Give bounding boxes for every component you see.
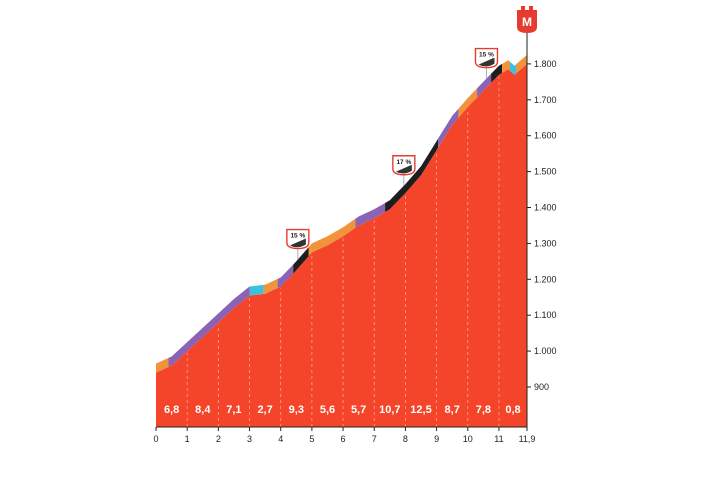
finish-marker-label: M xyxy=(522,15,532,29)
band-segment-cyan xyxy=(509,61,517,75)
y-tick-label: 1.300 xyxy=(534,238,557,248)
finish-marker: M xyxy=(517,6,537,33)
x-tick-label: 9 xyxy=(434,434,439,444)
segment-gradient-label: 2,7 xyxy=(257,404,272,416)
segment-gradient-label: 9,3 xyxy=(289,404,304,416)
checkered-square xyxy=(517,6,521,10)
gradient-label-layer: 6,8 8,4 7,1 2,7 9,3 5,6 5,7 10,7 12,5 8,7 7,8 0,8 xyxy=(164,404,521,416)
x-tick-label: 5 xyxy=(309,434,314,444)
profile-area-layer xyxy=(156,63,527,428)
y-tick-label: 1.500 xyxy=(534,167,557,177)
band-segment-purple xyxy=(355,203,386,228)
finish-flag-icon xyxy=(517,6,537,33)
x-tick-label: 11,9 xyxy=(519,434,536,444)
y-tick-label: 1.700 xyxy=(534,95,557,105)
band-segment-purple xyxy=(438,108,459,148)
max-gradient-callout: 17 % xyxy=(392,155,416,176)
y-tick-label: 1.000 xyxy=(534,346,557,356)
band-segment-purple xyxy=(277,264,294,288)
band-segment-black xyxy=(293,247,309,274)
max-gradient-callout-layer: 15 % 17 % 15 % xyxy=(286,47,499,260)
band-segment-orange xyxy=(308,218,356,256)
band-segment-orange xyxy=(516,54,527,74)
checkered-square xyxy=(521,6,525,10)
max-gradient-label: 15 % xyxy=(479,52,494,59)
segment-gradient-label: 10,7 xyxy=(379,404,400,416)
band-segment-cyan xyxy=(249,284,264,296)
segment-gradient-label: 5,7 xyxy=(351,404,366,416)
band-segment-orange xyxy=(263,278,278,294)
segment-gradient-label: 7,8 xyxy=(476,404,491,416)
finish-marker-layer: M xyxy=(517,6,537,33)
x-tick-label: 3 xyxy=(247,434,252,444)
y-tick-label: 1.200 xyxy=(534,274,557,284)
x-tick-label: 4 xyxy=(278,434,283,444)
y-tick-label: 1.600 xyxy=(534,131,557,141)
x-tick-label: 10 xyxy=(463,434,473,444)
max-gradient-label: 17 % xyxy=(396,159,411,166)
y-tick-label: 1.800 xyxy=(534,59,557,69)
x-tick-label: 7 xyxy=(372,434,377,444)
gradient-band-layer xyxy=(156,54,527,373)
axes-layer: 0 1 2 3 4 5 6 7 8 9 10 11 11,9 900 1.000 1.100 1.200 1.30… xyxy=(153,32,557,444)
y-tick-label: 1.100 xyxy=(534,310,557,320)
band-segment-purple xyxy=(477,73,492,98)
x-tick-label: 11 xyxy=(494,434,503,444)
x-tick-label: 6 xyxy=(341,434,346,444)
segment-gradient-label: 8,4 xyxy=(195,404,211,416)
segment-gradient-label: 12,5 xyxy=(410,404,431,416)
x-tick-label: 1 xyxy=(185,434,190,444)
y-tick-label: 900 xyxy=(534,382,549,392)
x-tick-label: 0 xyxy=(153,434,158,444)
segment-gradient-label: 0,8 xyxy=(505,404,520,416)
segment-gradient-label: 6,8 xyxy=(164,404,179,416)
slope-icon xyxy=(478,57,495,67)
segment-gradient-label: 7,1 xyxy=(226,404,241,416)
profile-area xyxy=(156,63,527,428)
band-segment-black xyxy=(385,166,421,212)
checkered-square xyxy=(529,6,533,10)
slope-icon xyxy=(289,238,306,248)
max-gradient-callout: 15 % xyxy=(474,47,499,69)
slope-icon xyxy=(395,164,412,174)
checkered-square xyxy=(525,6,529,10)
band-segment-orange xyxy=(458,88,478,118)
y-tick-label: 1.400 xyxy=(534,203,557,213)
x-tick-label: 8 xyxy=(403,434,408,444)
band-segment-purple xyxy=(168,286,250,367)
segment-gradient-label: 5,6 xyxy=(320,404,335,416)
max-gradient-label: 15 % xyxy=(290,233,305,240)
band-segment-black xyxy=(491,63,503,83)
x-tick-label: 2 xyxy=(216,434,221,444)
band-segment-orange xyxy=(502,60,510,73)
segment-gradient-label: 8,7 xyxy=(445,404,460,416)
band-segment-black xyxy=(421,138,439,176)
max-gradient-callout: 15 % xyxy=(286,228,310,250)
checkered-square xyxy=(533,6,537,10)
band-segment-orange xyxy=(156,357,169,373)
km-divider-layer xyxy=(186,76,500,427)
